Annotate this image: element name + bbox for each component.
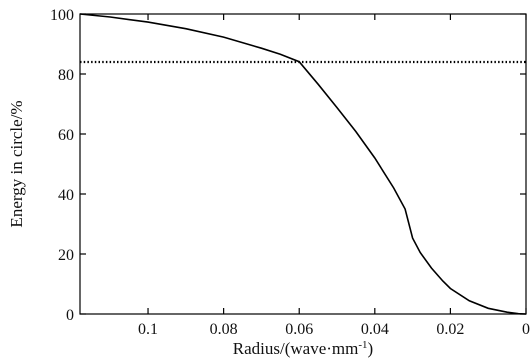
axes-frame xyxy=(79,13,527,315)
y-tick-label: 60 xyxy=(58,127,74,144)
x-axis-title: Radius/(wave·mm-1) xyxy=(233,339,373,358)
x-tick-label: 0.06 xyxy=(285,321,313,338)
x-axis-ticks: 0.1 0.08 0.06 0.04 0.02 0 xyxy=(138,14,530,338)
x-tick-label: 0.04 xyxy=(361,321,389,338)
y-axis-title: Energy in circle/% xyxy=(7,100,26,227)
plot-series xyxy=(79,13,527,315)
y-tick-label: 40 xyxy=(58,187,74,204)
y-tick-label: 0 xyxy=(66,307,74,324)
x-tick-label: 0.1 xyxy=(138,321,158,338)
y-tick-label: 20 xyxy=(58,247,74,264)
y-tick-label: 80 xyxy=(58,67,74,84)
x-tick-label: 0.08 xyxy=(210,321,238,338)
energy-curve-series xyxy=(79,13,527,315)
x-tick-label: 0 xyxy=(522,321,530,338)
y-axis-ticks: 0 20 40 60 80 100 xyxy=(50,7,526,324)
x-tick-label: 0.02 xyxy=(436,321,464,338)
plot-frame xyxy=(79,13,527,315)
y-tick-label: 100 xyxy=(50,7,74,24)
